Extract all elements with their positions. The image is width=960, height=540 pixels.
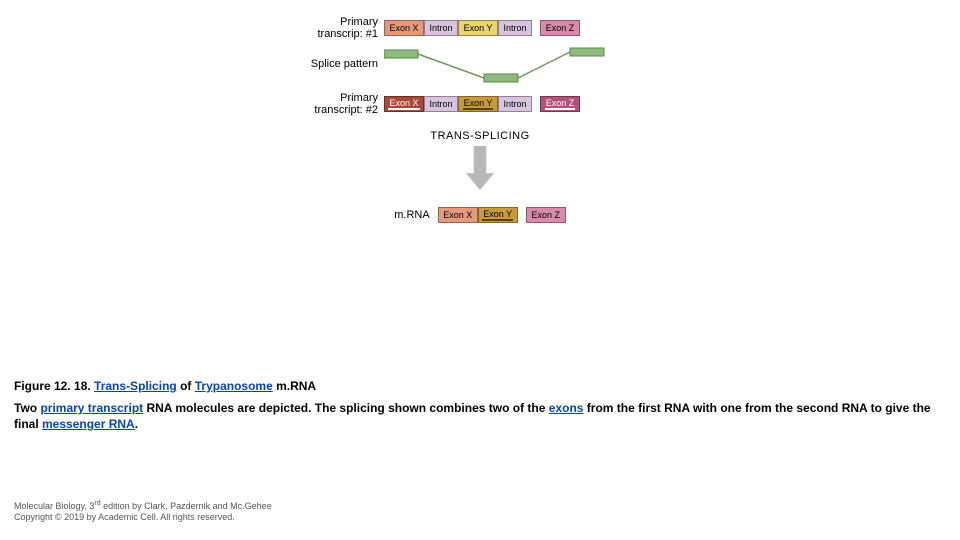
caption-prefix: Figure 12. 18.: [14, 379, 94, 393]
desc-t2: RNA molecules are depicted. The splicing…: [143, 401, 549, 415]
caption-link-trans-splicing[interactable]: Trans-Splicing: [94, 379, 177, 393]
figure-description: Two primary transcript RNA molecules are…: [14, 400, 946, 432]
transcript-2-row: Primarytranscript: #2 Exon XIntronExon Y…: [280, 92, 680, 116]
transcript-2-track: Exon XIntronExon YIntronExon Z: [384, 96, 580, 112]
caption-mid: of: [177, 379, 195, 393]
transcript-1-row: Primarytranscrip: #1 Exon XIntronExon YI…: [280, 16, 680, 40]
segment-exon-z: Exon Z: [540, 20, 580, 36]
mrna-label: m.RNA: [394, 209, 429, 221]
segment-exon-z: Exon Z: [540, 96, 580, 112]
segment-exon-x: Exon X: [438, 207, 478, 223]
trans-splicing-diagram: Primarytranscrip: #1 Exon XIntronExon YI…: [280, 16, 680, 223]
transcript-1-label: Primarytranscrip: #1: [280, 16, 384, 40]
splice-pattern-graphic: [384, 46, 614, 86]
segment-intron: Intron: [424, 96, 458, 112]
credits-1b: edition by Clark, Pazdernik and Mc.Gehee: [101, 501, 272, 511]
down-arrow-icon: [466, 146, 494, 190]
credits-line-2: Copyright © 2019 by Academic Cell. All r…: [14, 512, 272, 524]
segment-intron: Intron: [424, 20, 458, 36]
credits: Molecular Biology, 3rd edition by Clark,…: [14, 499, 272, 524]
segment-intron: Intron: [498, 20, 532, 36]
splice-pattern-row: Splice pattern: [280, 46, 680, 86]
transcript-1-track: Exon XIntronExon YIntronExon Z: [384, 20, 580, 36]
mrna-track: Exon XExon Y Exon Z: [438, 207, 566, 223]
segment-exon-y: Exon Y: [458, 20, 498, 36]
caption-link-trypanosome[interactable]: Trypanosome: [195, 379, 273, 393]
figure-caption: Figure 12. 18. Trans-Splicing of Trypano…: [14, 378, 946, 394]
caption-suffix: m.RNA: [273, 379, 316, 393]
desc-t4: .: [135, 417, 138, 431]
segment-exon-x: Exon X: [384, 20, 424, 36]
mrna-row: m.RNA Exon XExon Y Exon Z: [280, 207, 680, 223]
transcript-2-label: Primarytranscript: #2: [280, 92, 384, 116]
segment-exon-y: Exon Y: [458, 96, 498, 112]
credits-line-1: Molecular Biology, 3rd edition by Clark,…: [14, 499, 272, 513]
segment-exon-z: Exon Z: [526, 207, 566, 223]
segment-exon-x: Exon X: [384, 96, 424, 112]
credits-1a: Molecular Biology, 3: [14, 501, 94, 511]
segment-exon-y: Exon Y: [478, 207, 518, 223]
splice-pattern-label: Splice pattern: [280, 58, 384, 70]
process-label: TRANS-SPLICING: [280, 130, 680, 142]
process-arrow-area: TRANS-SPLICING: [280, 130, 680, 195]
desc-link-primary-transcript[interactable]: primary transcript: [40, 401, 143, 415]
track-gap: [532, 20, 540, 36]
segment-intron: Intron: [498, 96, 532, 112]
desc-t1: Two: [14, 401, 40, 415]
desc-link-exons[interactable]: exons: [549, 401, 584, 415]
track-gap: [532, 96, 540, 112]
desc-link-messenger-rna[interactable]: messenger RNA: [42, 417, 135, 431]
track-gap: [518, 207, 526, 223]
